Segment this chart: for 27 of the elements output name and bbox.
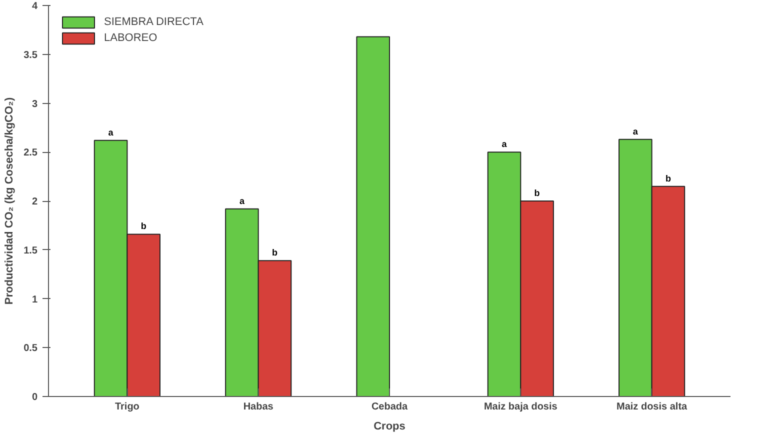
x-tick-label: Maiz dosis alta bbox=[616, 402, 688, 412]
annotation: b bbox=[140, 221, 147, 232]
y-tick-label: 3.5 bbox=[24, 50, 38, 61]
x-axis-title: Crops bbox=[374, 420, 406, 432]
bar bbox=[356, 36, 390, 396]
x-tick-label: Trigo bbox=[114, 402, 140, 412]
annotation: a bbox=[108, 127, 114, 138]
annotation: b bbox=[534, 188, 540, 198]
x-tick-label: Cebada bbox=[371, 402, 408, 412]
annotation: a bbox=[502, 139, 508, 150]
y-tick-label: 0 bbox=[32, 392, 38, 403]
y-tick-label: 1.5 bbox=[24, 245, 38, 256]
y-tick-label: 1 bbox=[32, 294, 38, 306]
y-tick-label: 0.5 bbox=[24, 343, 38, 354]
y-tick-label: 2.5 bbox=[24, 148, 38, 159]
y-axis-title: Productividad CO₂ (kg Cosecha/kgCO₂) bbox=[4, 97, 16, 305]
x-tick-label: Habas bbox=[243, 402, 274, 412]
annotation: a bbox=[632, 126, 639, 136]
y-tick-label: 4 bbox=[32, 1, 38, 12]
y-tick-label: 3 bbox=[32, 98, 38, 110]
annotation: a bbox=[239, 196, 246, 206]
legend-label: LABOREO bbox=[104, 32, 158, 44]
annotation: b bbox=[272, 248, 278, 258]
annotation: b bbox=[665, 173, 672, 184]
legend-label: SIEMBRA DIRECTA bbox=[104, 16, 204, 28]
x-tick-label: Maiz baja dosis bbox=[484, 402, 558, 412]
y-tick-label: 2 bbox=[32, 196, 38, 208]
